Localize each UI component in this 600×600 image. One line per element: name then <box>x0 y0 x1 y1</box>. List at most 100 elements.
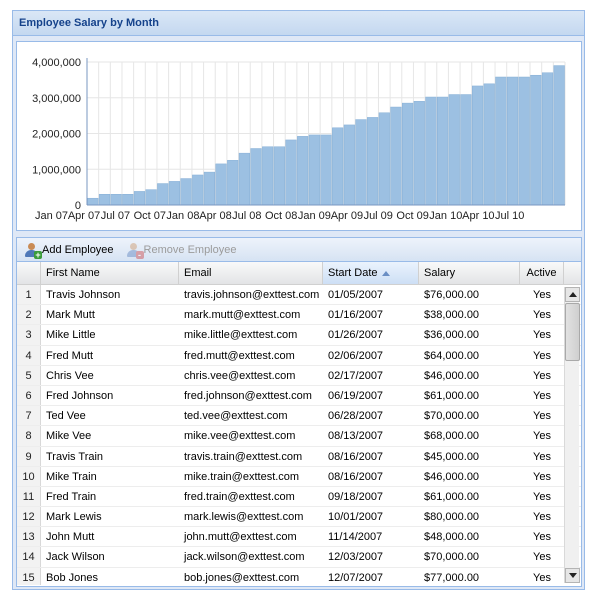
cell-first-name: Chris Vee <box>46 369 94 382</box>
cell-start-date: 10/01/2007 <box>328 511 384 524</box>
table-row[interactable]: 15 Bob Jones bob.jones@exttest.com 12/07/20… <box>17 567 581 585</box>
y-tick-label: 3,000,000 <box>32 93 81 105</box>
cell-email: john.mutt@exttest.com <box>184 531 297 544</box>
table-row[interactable]: 13 John Mutt john.mutt@exttest.com 11/14/20… <box>17 527 581 548</box>
row-number: 12 <box>17 507 41 527</box>
bar <box>518 76 530 206</box>
table-row[interactable]: 10 Mike Train mike.train@exttest.com 08/16/… <box>17 466 581 487</box>
row-number: 14 <box>17 547 41 567</box>
x-tick-label: Oct 07 <box>134 210 166 222</box>
cell-salary: $46,000.00 <box>424 369 480 382</box>
table-row[interactable]: 2 Mark Mutt mark.mutt@exttest.com 01/16/200… <box>17 305 581 326</box>
grid-header: First Name Email Start Date Salary Activ… <box>17 262 581 285</box>
bar <box>145 189 157 206</box>
bar <box>110 194 122 206</box>
scroll-thumb[interactable] <box>565 303 580 361</box>
header-salary[interactable]: Salary <box>419 262 520 284</box>
cell-active: Yes <box>533 571 551 584</box>
header-rownum <box>17 262 41 284</box>
table-row[interactable]: 3 Mike Little mike.little@exttest.com 01/26… <box>17 325 581 346</box>
bar <box>87 197 99 206</box>
bar <box>437 96 449 206</box>
table-row[interactable]: 1 Travis Johnson travis.johnson@exttest.co… <box>17 285 581 306</box>
header-email[interactable]: Email <box>179 262 323 284</box>
table-row[interactable]: 4 Fred Mutt fred.mutt@exttest.com 02/06/200… <box>17 345 581 366</box>
x-tick-label: Jul 10 <box>495 210 524 222</box>
remove-employee-button[interactable]: - Remove Employee <box>123 240 240 260</box>
cell-start-date: 01/05/2007 <box>328 289 384 301</box>
add-user-icon: + <box>24 242 42 259</box>
cell-email: mike.train@exttest.com <box>184 470 300 483</box>
cell-email: mike.vee@exttest.com <box>184 430 296 443</box>
bar <box>506 76 519 206</box>
table-row[interactable]: 11 Fred Train fred.train@exttest.com 09/18/… <box>17 486 581 508</box>
bar <box>168 181 181 206</box>
salary-panel: Employee Salary by Month 0 1,000,000 2,000… <box>12 10 585 590</box>
table-row[interactable]: 9 Travis Train travis.train@exttest.com 08/… <box>17 446 581 467</box>
cell-active: Yes <box>533 329 551 342</box>
cell-start-date: 08/13/2007 <box>328 430 384 443</box>
employee-grid: + Add Employee - Remove Employee First N… <box>16 237 582 587</box>
cell-active: Yes <box>533 410 551 423</box>
x-tick-label: Jan 08 <box>166 210 199 222</box>
y-tick-label: 2,000,000 <box>32 129 81 141</box>
cell-active: Yes <box>533 511 551 524</box>
bar <box>541 72 554 206</box>
cell-first-name: Bob Jones <box>46 571 98 584</box>
cell-start-date: 12/03/2007 <box>328 551 384 564</box>
table-row[interactable]: 7 Ted Vee ted.vee@exttest.com 06/28/2007 $70… <box>17 406 581 427</box>
header-first-name[interactable]: First Name <box>41 262 179 284</box>
x-tick-label: Apr 10 <box>462 210 494 222</box>
table-row[interactable]: 12 Mark Lewis mark.lewis@exttest.com 10/01/… <box>17 507 581 528</box>
cell-email: chris.vee@exttest.com <box>184 369 296 382</box>
cell-email: mike.little@exttest.com <box>184 329 298 342</box>
cell-salary: $36,000.00 <box>424 329 480 342</box>
table-row[interactable]: 6 Fred Johnson fred.johnson@exttest.com 06/… <box>17 385 581 407</box>
bar <box>192 174 204 206</box>
salary-chart-svg: 0 1,000,000 2,000,000 3,000,000 4,000,000 Jan… <box>32 57 566 222</box>
header-start-date[interactable]: Start Date <box>323 262 419 284</box>
x-tick-label: Jul 07 <box>101 210 130 222</box>
grid-body: 1 Travis Johnson travis.johnson@exttest.co… <box>17 285 581 585</box>
table-row[interactable]: 14 Jack Wilson jack.wilson@exttest.com 12/0… <box>17 547 581 568</box>
cell-active: Yes <box>533 551 551 564</box>
scroll-up-icon[interactable] <box>565 287 580 302</box>
sort-ascending-icon <box>381 270 390 276</box>
cell-first-name: Mike Vee <box>46 430 92 443</box>
x-tick-label: Oct 08 <box>265 210 297 222</box>
x-tick-label: Apr 07 <box>68 210 100 222</box>
cell-email: ted.vee@exttest.com <box>184 410 288 423</box>
bar <box>285 139 297 206</box>
cell-first-name: Fred Train <box>46 490 97 503</box>
bar <box>273 146 285 206</box>
bar <box>448 94 460 206</box>
cell-salary: $80,000.00 <box>424 511 480 524</box>
cell-start-date: 08/16/2007 <box>328 450 384 463</box>
bar <box>460 94 472 206</box>
cell-email: fred.train@exttest.com <box>184 490 295 503</box>
grid-toolbar: + Add Employee - Remove Employee <box>17 238 581 262</box>
cell-active: Yes <box>533 349 551 362</box>
table-row[interactable]: 5 Chris Vee chris.vee@exttest.com 02/17/200… <box>17 365 581 386</box>
cell-email: mark.lewis@exttest.com <box>184 511 304 524</box>
row-number: 10 <box>17 466 41 486</box>
cell-email: mark.mutt@exttest.com <box>184 309 301 322</box>
cell-start-date: 01/26/2007 <box>328 329 384 342</box>
cell-salary: $48,000.00 <box>424 531 480 544</box>
header-active[interactable]: Active <box>520 262 564 284</box>
grid-scrollbar[interactable] <box>564 287 580 583</box>
cell-salary: $68,000.00 <box>424 430 480 443</box>
row-number: 3 <box>17 325 41 345</box>
bar <box>122 194 134 206</box>
row-number: 4 <box>17 345 41 365</box>
table-row[interactable]: 8 Mike Vee mike.vee@exttest.com 08/13/2007 $… <box>17 426 581 447</box>
cell-salary: $46,000.00 <box>424 470 480 483</box>
bar <box>133 191 146 206</box>
cell-start-date: 01/16/2007 <box>328 309 384 322</box>
bar <box>471 85 484 206</box>
scroll-down-icon[interactable] <box>565 568 580 583</box>
cell-first-name: Fred Mutt <box>46 349 94 362</box>
bar <box>227 160 239 206</box>
add-employee-button[interactable]: + Add Employee <box>21 240 117 260</box>
cell-salary: $61,000.00 <box>424 389 480 402</box>
